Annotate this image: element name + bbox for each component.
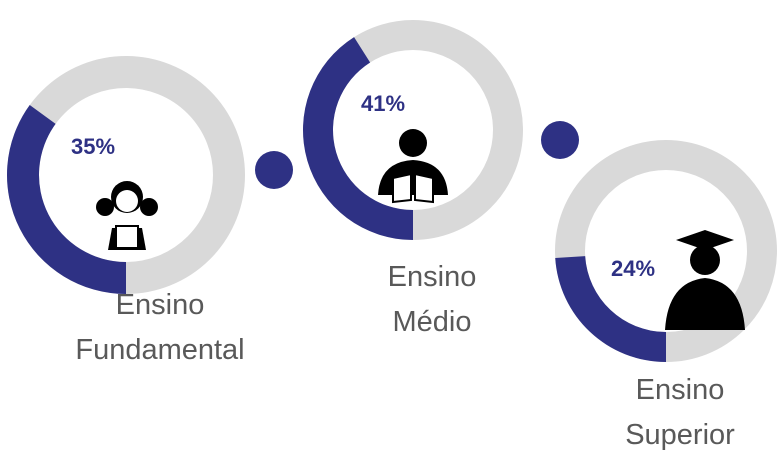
value-label: 35% (71, 134, 115, 159)
value-label: 41% (361, 91, 405, 116)
value-label: 24% (611, 256, 655, 281)
connector-dot (255, 151, 293, 189)
category-label: Ensino Fundamental (75, 289, 245, 366)
category-label: Ensino Médio (387, 261, 477, 338)
category-label: Ensino Superior (625, 374, 735, 451)
donut-arc (303, 37, 413, 240)
connector-dot (541, 121, 579, 159)
graduate-icon (665, 230, 745, 330)
reader-icon (378, 129, 448, 204)
donut-arc (555, 256, 666, 362)
donut-arc (6, 105, 126, 294)
girl-icon (96, 181, 158, 250)
